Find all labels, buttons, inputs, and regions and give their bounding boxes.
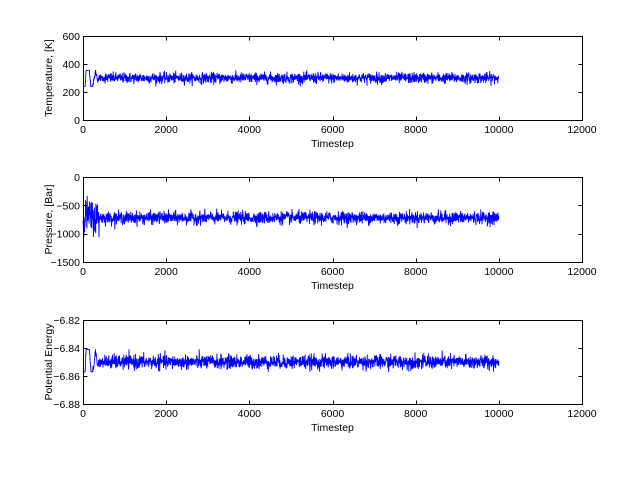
x-tick-label: 6000	[321, 408, 345, 420]
potential-energy-series-line	[83, 348, 500, 373]
x-tick-label: 2000	[154, 266, 178, 278]
y-tick-label: 0	[74, 115, 80, 127]
x-tick-label: 12000	[567, 124, 596, 136]
pressure-series-line	[82, 195, 500, 238]
y-tick-label: −6.82	[53, 315, 80, 327]
x-tick-label: 8000	[404, 124, 428, 136]
x-tick-label: 4000	[238, 266, 262, 278]
y-tick-label: 600	[62, 31, 80, 43]
x-tick-label: 4000	[238, 408, 262, 420]
temperature-series-line	[83, 69, 500, 87]
x-tick-label: 10000	[484, 408, 513, 420]
temperature-chart: 0 2000 4000 6000 8000 10000 12000 0 200 400 600 T…	[43, 31, 597, 150]
potential-energy-chart: 0 2000 4000 6000 8000 10000 12000 −6.88−6.86−6…	[43, 315, 597, 434]
x-tick-label: 8000	[404, 408, 428, 420]
potential-energy-ticks	[83, 320, 583, 405]
y-tick-label: 400	[62, 59, 80, 71]
temperature-x-tick-labels: 0 2000 4000 6000 8000 10000 12000	[80, 124, 597, 136]
potential-energy-x-tick-labels: 0 2000 4000 6000 8000 10000 12000	[80, 408, 597, 420]
potential-energy-y-tick-labels: −6.88 −6.86 −6.84 −6.82	[53, 315, 80, 411]
temperature-ticks	[83, 36, 583, 121]
y-tick-label: −500	[56, 200, 80, 212]
y-tick-label: 200	[62, 87, 80, 99]
x-tick-label: 4000	[238, 124, 262, 136]
x-tick-label: 10000	[484, 266, 513, 278]
temperature-y-tick-labels: 0 200 400 600	[62, 31, 80, 127]
x-tick-label: 10000	[484, 124, 513, 136]
x-tick-label: 0	[80, 124, 86, 136]
pressure-chart: 0 2000 4000 6000 8000 10000 12000 −1500 −1000 −5…	[43, 172, 597, 292]
pressure-y-tick-labels: −1500 −1000 −500 0	[51, 172, 81, 269]
x-tick-label: 0	[80, 266, 86, 278]
temperature-y-axis-label: Temperature, [K]	[43, 39, 55, 117]
y-tick-label: −1500	[51, 257, 81, 269]
x-tick-label: 6000	[321, 266, 345, 278]
x-tick-label: 2000	[154, 408, 178, 420]
x-tick-label: 6000	[321, 124, 345, 136]
potential-energy-y-axis-label: Potential Energy	[43, 323, 55, 401]
pressure-x-axis-label: Timestep	[311, 280, 354, 292]
x-tick-label: 2000	[154, 124, 178, 136]
y-tick-label: −6.88	[53, 399, 80, 411]
potential-energy-x-axis-label: Timestep	[311, 422, 354, 434]
y-tick-label: 0	[74, 172, 80, 184]
x-tick-label: 12000	[567, 408, 596, 420]
y-tick-label: −1000	[51, 229, 81, 241]
pressure-x-tick-labels: 0 2000 4000 6000 8000 10000 12000	[80, 266, 597, 278]
pressure-ticks	[83, 177, 583, 263]
temperature-x-axis-label: Timestep	[311, 138, 354, 150]
x-tick-label: 0	[80, 408, 86, 420]
y-tick-label: −6.86	[53, 371, 80, 383]
x-tick-label: 8000	[404, 266, 428, 278]
x-tick-label: 12000	[567, 266, 596, 278]
y-tick-label: −6.84	[53, 343, 80, 355]
pressure-y-axis-label: Pressure, [Bar]	[43, 184, 55, 254]
